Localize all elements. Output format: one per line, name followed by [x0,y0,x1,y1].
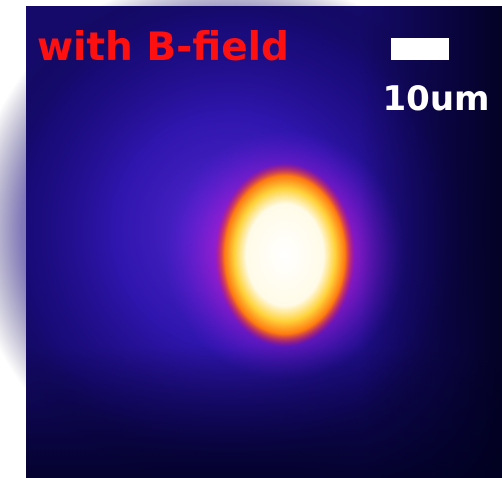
scale-bar-label: 10um [383,79,490,119]
micrograph [0,0,502,478]
micrograph-figure: with B-field 10um [0,0,502,478]
image-label: with B-field [37,25,289,70]
scale-bar [391,38,449,60]
